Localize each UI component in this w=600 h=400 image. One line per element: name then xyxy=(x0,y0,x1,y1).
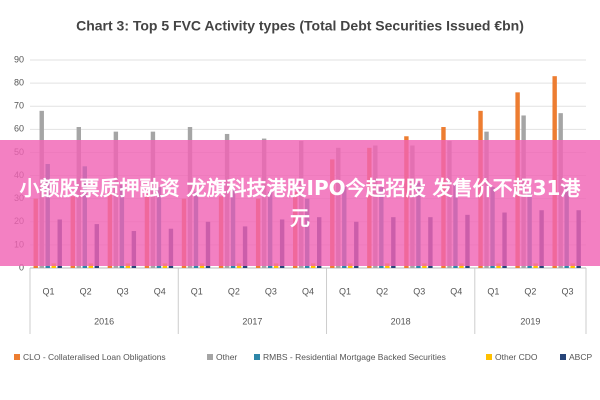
chart-title: Chart 3: Top 5 FVC Activity types (Total… xyxy=(76,18,524,34)
x-tick-label: Q4 xyxy=(302,286,314,296)
y-tick-label: 80 xyxy=(14,77,24,87)
x-tick-label: Q3 xyxy=(265,286,277,296)
legend-marker xyxy=(486,354,492,360)
x-tick-label: Q1 xyxy=(487,286,499,296)
group-label: 2016 xyxy=(94,316,114,326)
y-tick-label: 90 xyxy=(14,54,24,64)
legend-label: RMBS - Residential Mortgage Backed Secur… xyxy=(263,352,446,362)
legend-label: Other CDO xyxy=(495,352,538,362)
group-label: 2019 xyxy=(520,316,540,326)
y-tick-label: 70 xyxy=(14,101,24,111)
x-tick-label: Q2 xyxy=(228,286,240,296)
legend-label: CLO - Collateralised Loan Obligations xyxy=(23,352,166,362)
y-tick-label: 0 xyxy=(19,262,24,272)
x-tick-label: Q2 xyxy=(80,286,92,296)
x-tick-label: Q3 xyxy=(561,286,573,296)
x-tick-label: Q1 xyxy=(339,286,351,296)
group-label: 2018 xyxy=(391,316,411,326)
x-tick-label: Q3 xyxy=(117,286,129,296)
x-tick-label: Q3 xyxy=(413,286,425,296)
x-tick-label: Q2 xyxy=(376,286,388,296)
group-label: 2017 xyxy=(242,316,262,326)
legend-marker xyxy=(14,354,20,360)
legend-marker xyxy=(254,354,260,360)
x-tick-label: Q1 xyxy=(191,286,203,296)
legend-label: Other xyxy=(216,352,237,362)
x-tick-label: Q2 xyxy=(524,286,536,296)
legend-marker xyxy=(207,354,213,360)
x-tick-label: Q1 xyxy=(43,286,55,296)
legend-marker xyxy=(560,354,566,360)
overlay-text: 小额股票质押融资 龙旗科技港股IPO今起招股 发售价不超31港元 xyxy=(19,176,581,230)
legend-label: ABCP xyxy=(569,352,592,362)
y-tick-label: 60 xyxy=(14,124,24,134)
overlay-banner: 小额股票质押融资 龙旗科技港股IPO今起招股 发售价不超31港元 xyxy=(0,140,600,266)
x-tick-label: Q4 xyxy=(154,286,166,296)
x-tick-label: Q4 xyxy=(450,286,462,296)
